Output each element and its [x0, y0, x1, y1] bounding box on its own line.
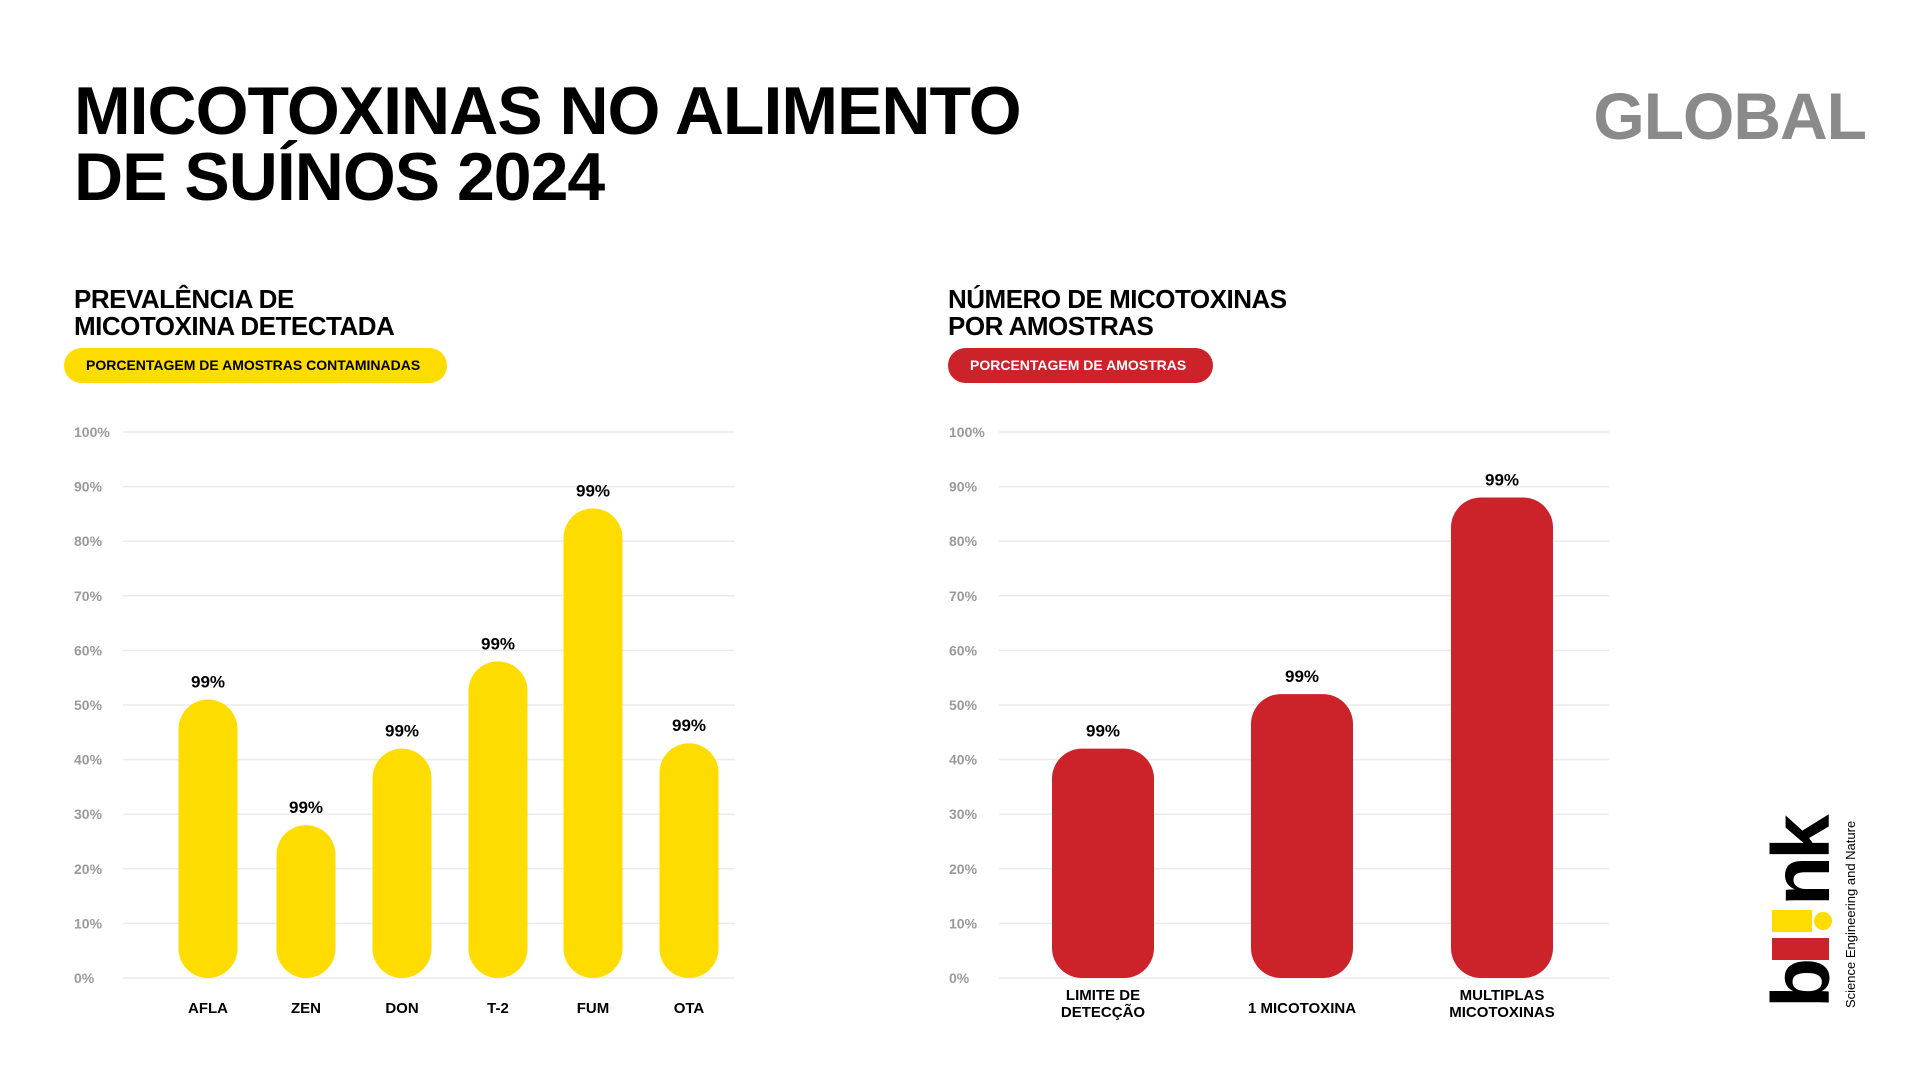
y-tick-label: 60%	[949, 642, 978, 658]
data-label: 99%	[385, 722, 419, 741]
y-tick-label: 70%	[74, 588, 103, 604]
chart2-title-line1: NÚMERO DE MICOTOXINAS	[948, 284, 1287, 314]
bar	[1052, 748, 1154, 978]
y-tick-label: 80%	[949, 533, 978, 549]
svg-text:b: b	[1765, 961, 1847, 1008]
y-tick-label: 10%	[949, 915, 978, 931]
y-tick-label: 0%	[74, 970, 95, 986]
category-label: T-2	[487, 1000, 509, 1017]
logo-tagline: Science Engineering and Nature	[1843, 821, 1858, 1008]
y-tick-label: 50%	[949, 697, 978, 713]
y-tick-label: 20%	[74, 861, 103, 877]
category-label: MICOTOXINAS	[1449, 1004, 1555, 1021]
y-tick-label: 0%	[949, 970, 970, 986]
y-tick-label: 90%	[74, 479, 103, 495]
y-tick-label: 40%	[949, 752, 978, 768]
chart1-title-line1: PREVALÊNCIA DE	[74, 284, 294, 314]
y-tick-label: 80%	[74, 533, 103, 549]
y-tick-label: 20%	[949, 861, 978, 877]
chart1-title: PREVALÊNCIA DE MICOTOXINA DETECTADA	[74, 284, 395, 341]
category-label: DETECÇÃO	[1061, 1003, 1146, 1021]
data-label: 99%	[576, 481, 610, 500]
bar	[178, 699, 238, 978]
category-label: ZEN	[291, 1000, 321, 1017]
bar	[276, 825, 336, 978]
data-label: 99%	[1086, 722, 1120, 741]
y-tick-label: 10%	[74, 915, 103, 931]
category-label: DON	[385, 1000, 418, 1017]
y-tick-label: 100%	[949, 424, 985, 440]
bar	[1251, 694, 1353, 978]
category-label: 1 MICOTOXINA	[1248, 1000, 1356, 1017]
chart1-title-line2: MICOTOXINA DETECTADA	[74, 311, 395, 341]
data-label: 99%	[672, 716, 706, 735]
title-line-2: DE SUÍNOS 2024	[74, 139, 605, 215]
blink-logo: b nk Science Engineering and Nature	[1765, 810, 1875, 1010]
bar	[372, 748, 432, 978]
y-tick-label: 60%	[74, 642, 103, 658]
y-tick-label: 30%	[949, 806, 978, 822]
category-label: AFLA	[188, 1000, 228, 1017]
y-tick-label: 90%	[949, 479, 978, 495]
title-line-1: MICOTOXINAS NO ALIMENTO	[74, 73, 1022, 149]
category-label: FUM	[577, 1000, 610, 1017]
data-label: 99%	[191, 673, 225, 692]
category-label: MULTIPLAS	[1460, 987, 1545, 1004]
bar	[659, 743, 719, 978]
y-tick-label: 70%	[949, 588, 978, 604]
y-tick-label: 50%	[74, 697, 103, 713]
y-tick-label: 100%	[74, 424, 110, 440]
chart2-title: NÚMERO DE MICOTOXINAS POR AMOSTRAS	[948, 286, 1287, 340]
bar	[1451, 497, 1553, 978]
category-label: LIMITE DE	[1066, 987, 1140, 1004]
chart1-ylabel-pill: PORCENTAGEM DE AMOSTRAS CONTAMINADAS	[64, 348, 447, 383]
category-label: OTA	[674, 1000, 705, 1017]
data-label: 99%	[481, 634, 515, 653]
page-title: MICOTOXINAS NO ALIMENTO DE SUÍNOS 2024	[74, 73, 1022, 215]
region-label: GLOBAL	[1593, 79, 1867, 153]
data-label: 99%	[289, 798, 323, 817]
data-label: 99%	[1285, 667, 1319, 686]
chart2-title-line2: POR AMOSTRAS	[948, 311, 1154, 341]
data-label: 99%	[1485, 471, 1519, 490]
svg-text:nk: nk	[1765, 814, 1847, 906]
bar	[468, 661, 528, 978]
bar	[563, 508, 623, 978]
logo-icon: b nk Science Engineering and Nature	[1765, 814, 1858, 1008]
chart2-ylabel-pill: PORCENTAGEM DE AMOSTRAS	[948, 348, 1213, 383]
y-tick-label: 40%	[74, 752, 103, 768]
y-tick-label: 30%	[74, 806, 103, 822]
